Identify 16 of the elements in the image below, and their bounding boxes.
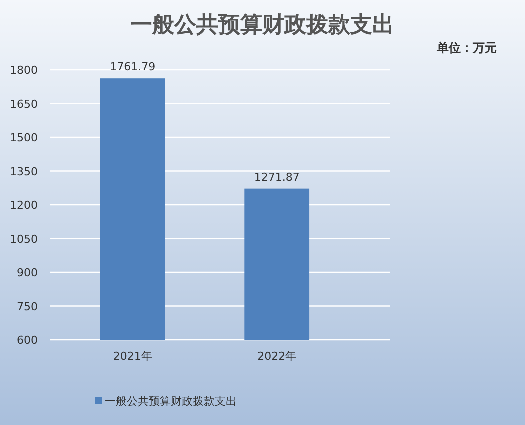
y-tick-label: 600 [17,334,38,347]
legend-label: 一般公共预算财政拨款支出 [105,395,237,408]
y-tick-label: 1350 [10,165,38,178]
y-tick-label: 1050 [10,232,38,246]
data-label: 1271.87 [254,170,300,184]
y-tick-label: 1650 [10,98,38,111]
x-tick-label: 2021年 [113,350,152,363]
y-tick-label: 1500 [10,132,38,144]
text: 单位：万元 [436,41,497,55]
y-tick-label: 900 [17,266,38,280]
x-tick-label: 2022年 [258,350,297,363]
data-label: 1761.79 [110,60,156,74]
y-tick-label: 1200 [10,199,38,212]
y-tick-label: 750 [17,300,38,314]
y-tick-label: 1800 [10,64,38,77]
chart-title: 一般公共预算财政拨款支出 [130,12,394,38]
